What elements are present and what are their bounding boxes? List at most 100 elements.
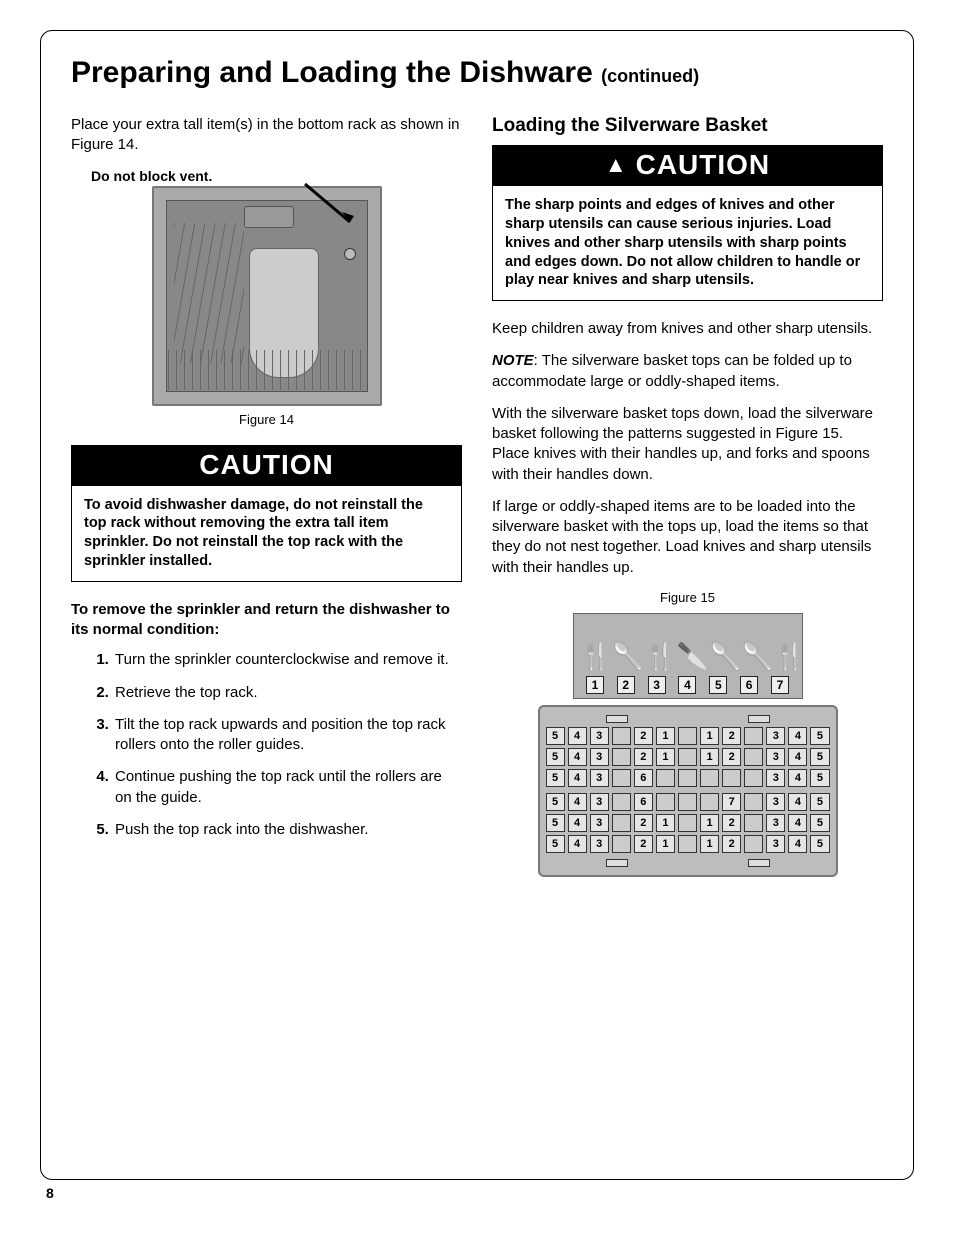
basket-cell-empty: [612, 769, 631, 787]
basket-cell: 1: [700, 727, 719, 745]
basket-cell: 5: [546, 814, 565, 832]
keep-children-paragraph: Keep children away from knives and other…: [492, 319, 883, 339]
page-title: Preparing and Loading the Dishware (cont…: [71, 56, 883, 90]
key-num-7: 7: [771, 676, 789, 694]
sprinkler-shape: [244, 206, 294, 228]
step-1: Turn the sprinkler counterclockwise and …: [113, 650, 462, 670]
basket-cell-empty: [656, 769, 675, 787]
step-4: Continue pushing the top rack until the …: [113, 767, 462, 808]
basket-cell: 3: [766, 814, 785, 832]
basket-cell: 7: [722, 793, 741, 811]
basket-cell: 5: [810, 748, 829, 766]
basket-cell: 4: [568, 727, 587, 745]
vent-warning-label: Do not block vent.: [91, 168, 462, 184]
key-num-3: 3: [648, 676, 666, 694]
basket-cell-empty: [612, 727, 631, 745]
basket-cell: 4: [788, 814, 807, 832]
utensil-icon-7: 🍴: [774, 641, 806, 672]
caution-word-left: CAUTION: [199, 449, 334, 481]
basket-cell-empty: [656, 793, 675, 811]
basket-cell: 4: [568, 748, 587, 766]
basket-cell: 5: [810, 814, 829, 832]
basket-cell-empty: [678, 814, 697, 832]
basket-cell-empty: [612, 793, 631, 811]
utensil-icons-row: 🍴 🥄 🍴 🔪 🥄 🥄 🍴: [580, 622, 796, 672]
basket-cell: 4: [788, 835, 807, 853]
caution-box-right: The sharp points and edges of knives and…: [492, 185, 883, 301]
steps-list: Turn the sprinkler counterclockwise and …: [71, 650, 462, 840]
loading-pattern-paragraph: With the silverware basket tops down, lo…: [492, 404, 883, 485]
basket-cell-empty: [678, 727, 697, 745]
caution-banner-right: ▲ CAUTION: [492, 145, 883, 185]
basket-row: 5432112345: [546, 835, 830, 853]
odd-items-paragraph: If large or oddly-shaped items are to be…: [492, 497, 883, 578]
basket-cell: 4: [568, 793, 587, 811]
basket-cell: 3: [766, 727, 785, 745]
handle-icon: [606, 715, 628, 723]
handle-icon: [606, 859, 628, 867]
caution-word-right: CAUTION: [636, 149, 771, 181]
figure-15-caption: Figure 15: [492, 590, 883, 605]
basket-group-2: 5436734554321123455432112345: [546, 793, 830, 853]
basket-cell: 5: [810, 835, 829, 853]
basket-handle-bottom: [546, 859, 830, 867]
page-number: 8: [46, 1185, 54, 1201]
basket-cell: 3: [766, 769, 785, 787]
basket-cell: 4: [568, 814, 587, 832]
intro-paragraph: Place your extra tall item(s) in the bot…: [71, 115, 462, 156]
caution-banner-left: CAUTION: [71, 445, 462, 485]
figure-14-container: Figure 14: [71, 186, 462, 427]
key-num-1: 1: [586, 676, 604, 694]
basket-handle-top: [546, 715, 830, 723]
basket-cell: 1: [656, 835, 675, 853]
basket-cell-empty: [744, 835, 763, 853]
basket-cell-empty: [744, 727, 763, 745]
basket-cell: 4: [788, 793, 807, 811]
basket-cell: 5: [810, 769, 829, 787]
utensil-icon-2: 🥄: [612, 641, 644, 672]
basket-cell: 6: [634, 793, 653, 811]
key-num-2: 2: [617, 676, 635, 694]
basket-cell: 1: [656, 814, 675, 832]
basket-row: 5432112345: [546, 748, 830, 766]
handle-icon: [748, 715, 770, 723]
basket-cell: 4: [788, 748, 807, 766]
left-column: Place your extra tall item(s) in the bot…: [71, 115, 462, 877]
title-main: Preparing and Loading the Dishware: [71, 56, 593, 89]
basket-cell: 2: [634, 814, 653, 832]
basket-cell: 1: [700, 814, 719, 832]
right-column: Loading the Silverware Basket ▲ CAUTION …: [492, 115, 883, 877]
plates-shape: [174, 223, 244, 363]
two-column-layout: Place your extra tall item(s) in the bot…: [71, 115, 883, 877]
basket-row: 5436345: [546, 769, 830, 787]
basket-cell: 2: [722, 814, 741, 832]
rack-lines: [168, 350, 366, 390]
basket-cell: 2: [634, 835, 653, 853]
basket-cell: 3: [590, 727, 609, 745]
basket-cell-empty: [678, 835, 697, 853]
note-label: NOTE: [492, 352, 534, 369]
basket-cell-empty: [744, 814, 763, 832]
basket-row: 54367345: [546, 793, 830, 811]
utensil-icon-5: 🥄: [709, 641, 741, 672]
caution-box-left: To avoid dishwasher damage, do not reins…: [71, 485, 462, 582]
basket-cell-empty: [700, 769, 719, 787]
basket-cell-empty: [700, 793, 719, 811]
handle-icon: [748, 859, 770, 867]
basket-cell: 6: [634, 769, 653, 787]
figure-15-container: Figure 15 🍴 🥄 🍴 🔪 🥄 🥄 🍴 1 2 3: [492, 590, 883, 877]
step-5: Push the top rack into the dishwasher.: [113, 820, 462, 840]
basket-cell-empty: [612, 748, 631, 766]
arrow-icon: [300, 182, 360, 232]
basket-cell: 5: [810, 793, 829, 811]
utensil-icon-4: 🔪: [677, 641, 709, 672]
vent-circle: [344, 248, 356, 260]
basket-cell: 5: [810, 727, 829, 745]
basket-cell-empty: [744, 748, 763, 766]
utensil-icon-1: 🍴: [580, 641, 612, 672]
basket-cell: 3: [590, 814, 609, 832]
basket-cell: 3: [766, 748, 785, 766]
utensil-icon-3: 🍴: [644, 641, 676, 672]
basket-cell: 3: [590, 793, 609, 811]
step-3: Tilt the top rack upwards and position t…: [113, 715, 462, 756]
